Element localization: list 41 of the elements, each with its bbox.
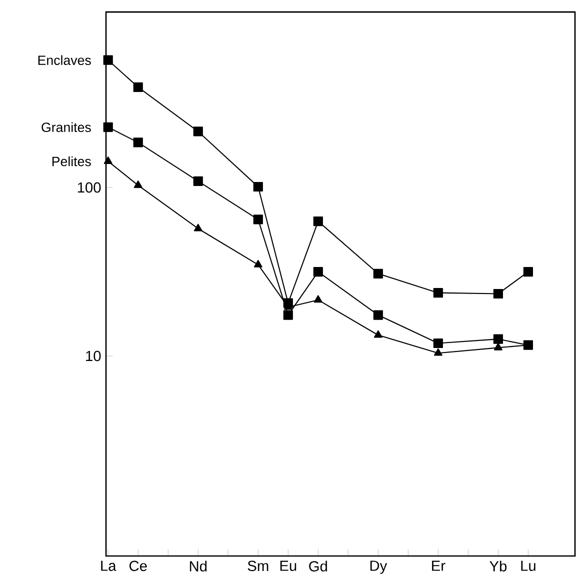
- x-tick-label: Eu: [280, 560, 296, 571]
- point: [313, 216, 323, 226]
- point: [313, 266, 323, 277]
- point: [433, 338, 443, 348]
- point: [103, 122, 113, 132]
- x-tick-label: Er: [432, 560, 446, 571]
- point: [193, 126, 203, 136]
- point: [104, 156, 112, 164]
- point: [133, 138, 143, 148]
- point: [103, 55, 113, 65]
- point: [434, 348, 442, 356]
- x-tick-label: Ce: [129, 560, 147, 572]
- point: [494, 342, 502, 350]
- point: [373, 310, 383, 320]
- x-tick-label: Lu: [521, 560, 536, 571]
- x-tick-label: Yb: [490, 560, 507, 572]
- point: [374, 330, 382, 338]
- series-label: Granites: [42, 122, 91, 132]
- point: [523, 266, 533, 277]
- point: [314, 295, 322, 303]
- series-label: Pelites: [52, 156, 91, 166]
- x-tick-label: Nd: [190, 560, 207, 572]
- point: [253, 182, 263, 192]
- point: [283, 310, 293, 320]
- point: [493, 288, 503, 299]
- x-tick-label: Sm: [248, 560, 268, 572]
- series-label: Enclaves: [38, 55, 91, 65]
- y-tick-label: 10: [86, 350, 101, 362]
- point: [493, 334, 503, 344]
- point: [134, 180, 142, 188]
- point: [433, 288, 443, 298]
- x-tick-label: Dy: [370, 560, 388, 574]
- point: [194, 224, 202, 232]
- y-tick-label: 100: [78, 182, 101, 193]
- point: [254, 260, 262, 268]
- point: [373, 268, 383, 278]
- x-tick-label: La: [101, 560, 116, 571]
- point: [253, 214, 263, 224]
- x-tick-label: Gd: [309, 560, 327, 572]
- point: [193, 176, 203, 186]
- point: [133, 82, 143, 92]
